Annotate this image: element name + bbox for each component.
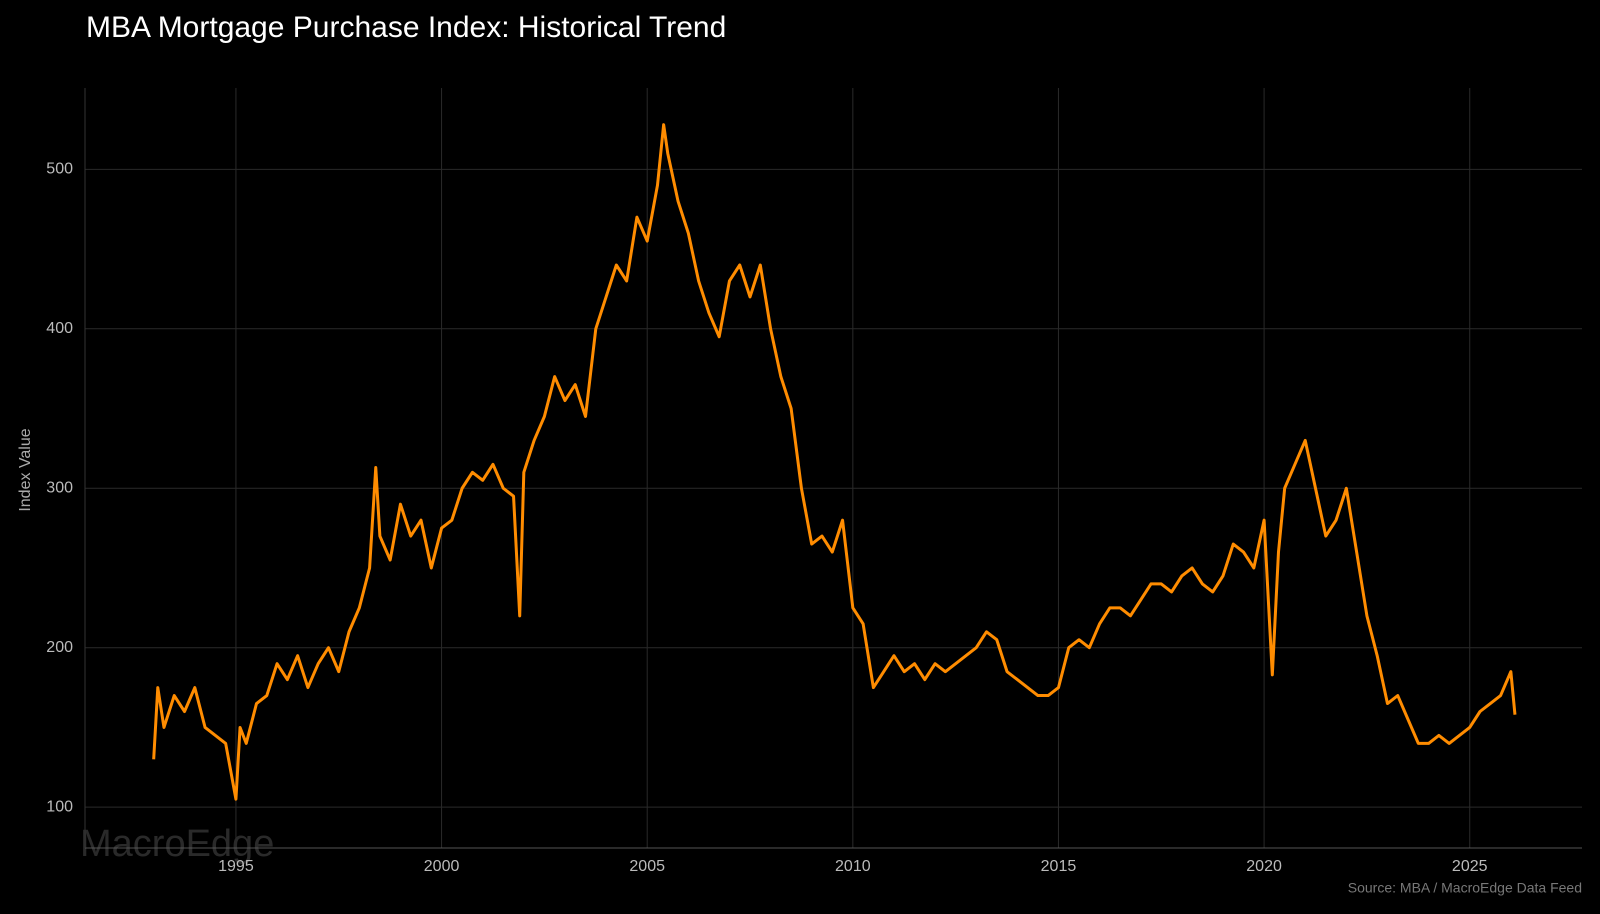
x-tick-label: 2005: [629, 858, 665, 875]
x-tick-label: 1995: [218, 858, 254, 875]
x-tick-label: 2010: [835, 858, 871, 875]
y-tick-label: 500: [46, 161, 73, 178]
x-tick-label: 2020: [1246, 858, 1282, 875]
x-tick-label: 2015: [1041, 858, 1077, 875]
y-tick-label: 200: [46, 639, 73, 656]
y-tick-label: 400: [46, 320, 73, 337]
data-line: [152, 123, 1517, 801]
source-note: Source: MBA / MacroEdge Data Feed: [1348, 880, 1582, 896]
watermark: MacroEdge: [80, 823, 274, 865]
x-tick-label: 2025: [1452, 858, 1488, 875]
y-tick-label: 300: [46, 479, 73, 496]
y-tick-label: 100: [46, 798, 73, 815]
grid: [85, 88, 1582, 848]
chart-title: MBA Mortgage Purchase Index: Historical …: [86, 11, 726, 44]
y-axis-label: Index Value: [17, 428, 34, 511]
x-tick-label: 2000: [424, 858, 460, 875]
plot-area: [152, 123, 1517, 801]
